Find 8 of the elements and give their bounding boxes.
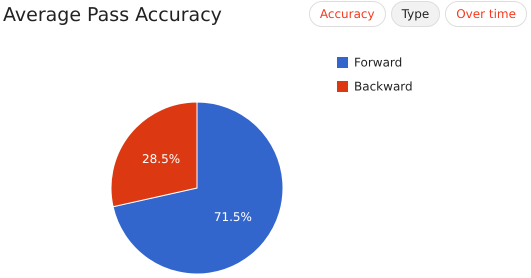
legend-label: Forward [354,56,402,70]
toggle-button[interactable]: Accuracy [308,1,386,27]
data-label: 71.5% [214,210,252,224]
chart-title: Average Pass Accuracy [3,4,222,26]
legend-label: Backward [354,80,413,94]
toggle-button[interactable]: Type [390,1,440,27]
toggle-button[interactable]: Over time [445,1,527,27]
data-label: 28.5% [142,152,180,166]
